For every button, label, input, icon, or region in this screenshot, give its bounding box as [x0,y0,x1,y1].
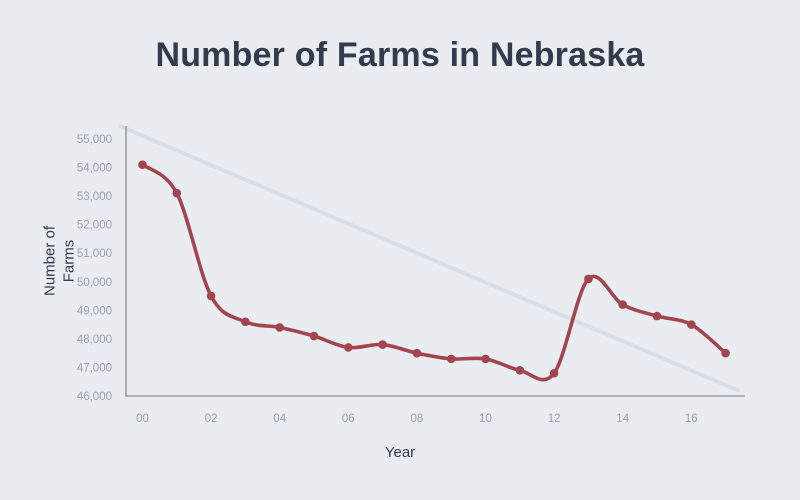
y-tick-label: 48,000 [77,334,112,346]
data-point [309,331,319,341]
x-tick-label: 10 [479,413,492,425]
x-tick-label: 04 [273,413,286,425]
data-point [275,323,285,332]
y-tick-label: 50,000 [77,277,112,289]
chart-title: Number of Farms in Nebraska [155,36,645,74]
data-point [446,354,456,364]
data-point [138,160,147,169]
data-point [481,354,490,364]
data-point [687,320,696,329]
y-tick-label: 52,000 [77,220,112,232]
y-tick-label: 46,000 [77,391,112,403]
data-point [172,188,182,198]
y-tick-label: 54,000 [77,163,112,175]
data-point [584,274,593,284]
data-point [515,365,525,375]
x-tick-label: 16 [685,413,698,425]
data-point [206,291,216,301]
y-tick-label: 51,000 [77,248,112,260]
x-tick-label: 12 [548,413,561,425]
y-tick-label: 53,000 [77,191,112,203]
trend-line [118,124,740,393]
data-point [241,317,250,327]
y-tick-label: 47,000 [77,362,112,374]
y-tick-label: 49,000 [77,305,112,317]
data-point [344,343,353,352]
data-point [412,348,422,358]
x-tick-label: 02 [205,413,218,425]
y-tick-label: 55,000 [77,134,112,146]
data-point [721,348,730,358]
x-axis-title: Year [384,444,416,461]
axis-lines [125,126,745,397]
x-tick-label: 14 [616,413,629,425]
data-point [549,368,559,378]
x-tick-label: 06 [342,413,355,425]
x-tick-label: 08 [411,413,424,425]
data-point [618,300,627,309]
data-point [652,311,662,321]
data-point [378,340,387,349]
x-tick-label: 00 [136,413,149,425]
